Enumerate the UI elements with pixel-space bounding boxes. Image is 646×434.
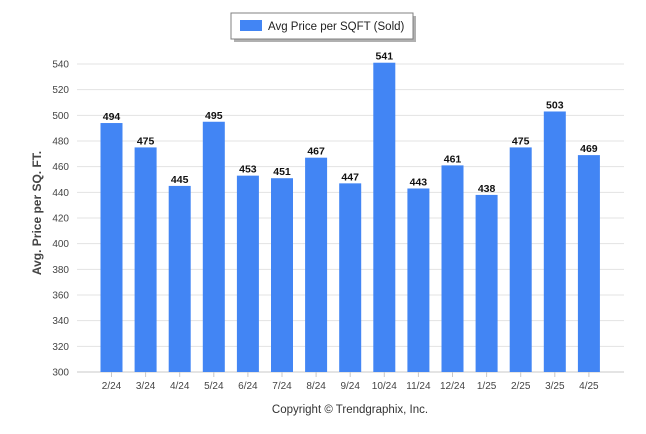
bar-5-24[interactable] bbox=[202, 121, 225, 372]
y-tick-label: 400 bbox=[52, 239, 69, 250]
data-label: 475 bbox=[512, 135, 530, 147]
y-tick-label: 460 bbox=[52, 162, 69, 173]
x-tick-label: 2/24 bbox=[102, 381, 122, 392]
bar-8-24[interactable] bbox=[305, 157, 328, 372]
x-tick-label: 4/25 bbox=[579, 381, 599, 392]
y-tick-label: 320 bbox=[52, 342, 69, 353]
x-tick-label: 7/24 bbox=[272, 381, 292, 392]
bar-1-25[interactable] bbox=[475, 194, 498, 372]
x-tick-label: 2/25 bbox=[511, 381, 531, 392]
y-tick-label: 300 bbox=[52, 368, 69, 379]
data-label: 461 bbox=[444, 153, 462, 165]
data-label: 469 bbox=[580, 143, 598, 155]
legend: Avg Price per SQFT (Sold) bbox=[230, 12, 416, 42]
y-tick-label: 360 bbox=[52, 291, 69, 302]
x-tick-label: 5/24 bbox=[204, 381, 224, 392]
data-label: 467 bbox=[307, 146, 325, 158]
bar-4-24[interactable] bbox=[168, 185, 191, 372]
y-axis-ticks: 300 320 340 360 380 400 420 440 460 480 500 520 540 bbox=[52, 60, 69, 379]
bar-7-24[interactable] bbox=[271, 178, 293, 372]
data-label: 443 bbox=[410, 176, 428, 188]
bar-9-24[interactable] bbox=[339, 183, 362, 372]
y-axis-title: Avg. Price per SQ. FT. bbox=[30, 151, 44, 275]
data-label: 445 bbox=[171, 174, 189, 186]
y-tick-label: 520 bbox=[52, 85, 69, 96]
bar-2-24[interactable] bbox=[100, 123, 123, 373]
bar-3-24[interactable] bbox=[134, 147, 157, 372]
data-label: 438 bbox=[478, 183, 496, 195]
bar-10-24[interactable] bbox=[373, 62, 396, 372]
bar-3-25[interactable] bbox=[543, 111, 566, 372]
data-label: 451 bbox=[273, 166, 291, 178]
data-label: 503 bbox=[546, 99, 564, 111]
data-label: 453 bbox=[239, 164, 257, 176]
bar-11-24[interactable] bbox=[407, 188, 430, 372]
x-tick-label: 10/24 bbox=[372, 381, 397, 392]
x-tick-label: 1/25 bbox=[477, 381, 497, 392]
data-label: 494 bbox=[103, 111, 121, 123]
y-tick-label: 480 bbox=[52, 137, 69, 148]
legend-swatch bbox=[240, 20, 262, 31]
y-tick-label: 540 bbox=[52, 60, 69, 71]
x-tick-label: 3/24 bbox=[136, 381, 156, 392]
x-tick-label: 11/24 bbox=[406, 381, 431, 392]
x-tick-label: 4/24 bbox=[170, 381, 190, 392]
x-axis-ticks: 2/24 3/24 4/24 5/24 6/24 7/24 8/24 9/24 10/24 11/… bbox=[102, 372, 599, 392]
data-label: 541 bbox=[376, 51, 394, 63]
y-tick-label: 340 bbox=[52, 316, 69, 327]
y-tick-label: 380 bbox=[52, 265, 69, 276]
y-tick-label: 440 bbox=[52, 188, 69, 199]
bar-6-24[interactable] bbox=[236, 175, 259, 372]
x-tick-label: 6/24 bbox=[238, 381, 258, 392]
bar-2-25[interactable] bbox=[509, 147, 532, 372]
bar-4-25[interactable] bbox=[577, 155, 600, 372]
y-tick-label: 420 bbox=[52, 214, 69, 225]
data-label: 447 bbox=[341, 171, 359, 183]
data-label: 495 bbox=[205, 110, 223, 122]
y-tick-label: 500 bbox=[52, 111, 69, 122]
data-label: 475 bbox=[137, 135, 155, 147]
x-tick-label: 9/24 bbox=[340, 381, 360, 392]
x-tick-label: 8/24 bbox=[306, 381, 326, 392]
bar-12-24[interactable] bbox=[441, 165, 464, 372]
bars: 494 475 445 495 453 451 467 447 541 443 461 438 475 5… bbox=[100, 51, 600, 373]
copyright-text: Copyright © Trendgraphix, Inc. bbox=[272, 404, 428, 416]
x-tick-label: 12/24 bbox=[440, 381, 465, 392]
x-tick-label: 3/25 bbox=[545, 381, 565, 392]
legend-label: Avg Price per SQFT (Sold) bbox=[268, 21, 405, 33]
